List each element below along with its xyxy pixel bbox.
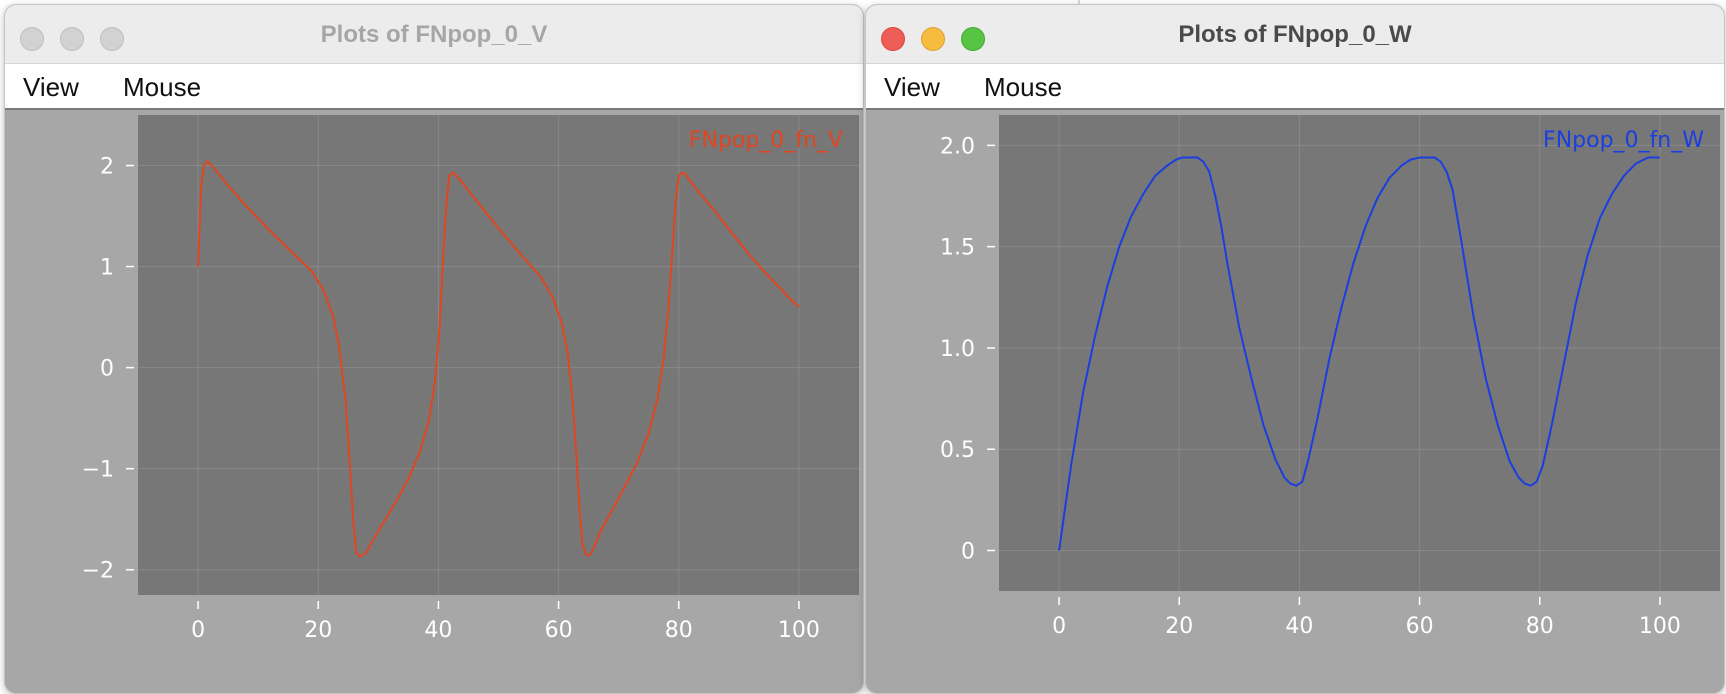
close-button[interactable] — [20, 27, 44, 51]
x-tick-label: 80 — [1526, 614, 1554, 639]
minimize-button[interactable] — [921, 27, 945, 51]
menu-mouse[interactable]: Mouse — [123, 72, 202, 102]
x-tick-label: 0 — [1052, 614, 1066, 639]
y-tick-label: 0 — [961, 539, 975, 564]
close-button[interactable] — [881, 27, 905, 51]
zoom-button[interactable] — [961, 27, 985, 51]
x-tick-label: 20 — [304, 618, 332, 643]
y-tick-label: 1.0 — [940, 337, 975, 362]
plot-window-v[interactable]: Plots of FNpop_0_V View Mouse 0 20 40 60 80 1… — [4, 4, 864, 694]
y-tick-label: 1.5 — [940, 236, 975, 261]
x-tick-label: 60 — [1406, 614, 1434, 639]
window-title: Plots of FNpop_0_W — [1178, 21, 1412, 48]
legend-label: FNpop_0_fn_V — [689, 128, 843, 153]
x-tick-label: 80 — [665, 618, 693, 643]
x-tick-label: 0 — [191, 618, 205, 643]
x-tick-label: 100 — [1639, 614, 1681, 639]
plot-canvas-w[interactable]: 0 20 40 60 80 100 2.0 1.5 1.0 0.5 0 FNpop_0_fn_W — [866, 110, 1724, 693]
series-line — [1058, 156, 1660, 551]
plot-area — [999, 115, 1720, 591]
y-tick-label: 1 — [100, 256, 114, 281]
menu-view[interactable]: View — [884, 72, 940, 102]
x-tick-label: 60 — [545, 618, 573, 643]
y-tick-label: 2.0 — [940, 134, 975, 159]
y-tick-label: 2 — [100, 155, 114, 180]
menu-view[interactable]: View — [23, 72, 79, 102]
plot-canvas-v[interactable]: 0 20 40 60 80 100 2 1 0 −1 −2 FNpop_0_fn_V — [5, 110, 863, 693]
menu-bar: View Mouse — [866, 64, 1724, 110]
menu-mouse[interactable]: Mouse — [984, 72, 1063, 102]
zoom-button[interactable] — [100, 27, 124, 51]
y-tick-label: 0 — [100, 357, 114, 382]
y-tick-label: 0.5 — [940, 438, 975, 463]
plot-area — [138, 115, 859, 595]
y-tick-label: −2 — [82, 559, 114, 584]
legend-label: FNpop_0_fn_W — [1543, 128, 1704, 153]
x-tick-label: 20 — [1165, 614, 1193, 639]
title-bar[interactable]: Plots of FNpop_0_W — [866, 5, 1724, 64]
series-line — [197, 160, 800, 558]
menu-bar: View Mouse — [5, 64, 863, 110]
x-tick-label: 40 — [1285, 614, 1313, 639]
x-tick-label: 40 — [424, 618, 452, 643]
x-tick-label: 100 — [778, 618, 820, 643]
title-bar[interactable]: Plots of FNpop_0_V — [5, 5, 863, 64]
y-tick-label: −1 — [82, 458, 114, 483]
minimize-button[interactable] — [60, 27, 84, 51]
plot-window-w[interactable]: Plots of FNpop_0_W View Mouse 0 20 40 60 80 1… — [865, 4, 1725, 694]
window-title: Plots of FNpop_0_V — [320, 21, 548, 48]
